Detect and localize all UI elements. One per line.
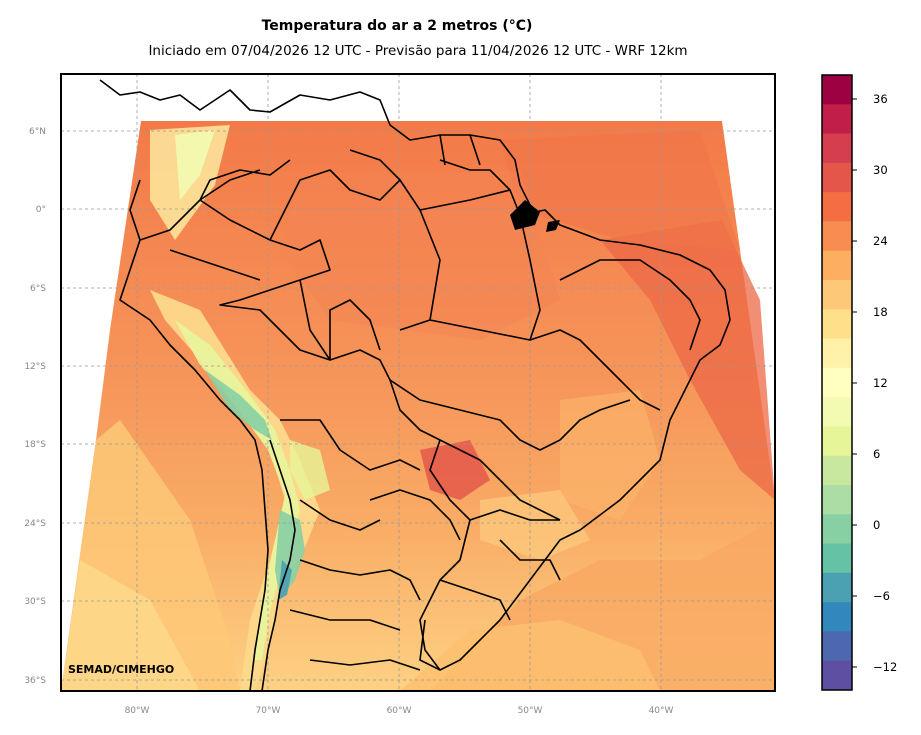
colorbar-tick-label: −6 <box>873 589 890 603</box>
colorbar-tick-label: 36 <box>873 92 888 106</box>
map-title: Temperatura do ar a 2 metros (°C) <box>261 18 533 34</box>
lat-label: 36°S <box>24 676 46 686</box>
colorbar-tick-label: −12 <box>873 660 897 674</box>
map-frame <box>60 73 776 692</box>
colorbar-swatch <box>822 162 852 193</box>
colorbar <box>822 75 852 691</box>
lon-label: 60°W <box>387 706 412 716</box>
temperature-field <box>61 74 775 691</box>
lat-label: 12°S <box>24 362 46 372</box>
colorbar-swatch <box>822 192 852 222</box>
colorbar-tick-label: 6 <box>873 447 880 461</box>
lat-label: 18°S <box>24 440 46 450</box>
lat-label: 0° <box>36 205 46 215</box>
colorbar-tick-label: 30 <box>873 163 888 177</box>
longitude-labels: 80°W 70°W 60°W 50°W 40°W <box>125 706 674 716</box>
colorbar-tick-label: 24 <box>873 234 888 248</box>
lat-label: 6°S <box>30 284 46 294</box>
colorbar-swatch <box>822 602 852 632</box>
latitude-labels: 6°N 0° 6°S 12°S 18°S 24°S 30°S 36°S <box>24 127 46 686</box>
colorbar-tick-label: 12 <box>873 376 888 390</box>
lon-label: 80°W <box>125 706 150 716</box>
colorbar-ticks: 36 30 24 18 12 6 0 −6 −12 <box>852 92 897 674</box>
map-subtitle: Iniciado em 07/04/2026 12 UTC - Previsão… <box>148 43 688 59</box>
lat-label: 24°S <box>24 519 46 529</box>
colorbar-swatch <box>822 426 852 457</box>
colorbar-tick-label: 0 <box>873 518 880 532</box>
gridlines <box>61 74 775 691</box>
lon-label: 50°W <box>518 706 543 716</box>
colorbar-swatch <box>822 250 852 281</box>
colorbar-swatch <box>822 104 852 135</box>
colorbar-swatch <box>822 543 852 574</box>
colorbar-swatch <box>822 309 852 340</box>
colorbar-swatch <box>822 75 852 105</box>
colorbar-swatch <box>822 367 852 398</box>
colorbar-swatch <box>822 631 852 662</box>
colorbar-swatch <box>822 338 852 369</box>
colorbar-swatch <box>822 397 852 427</box>
colorbar-swatch <box>822 485 852 515</box>
credit-label: SEMAD/CIMEHGO <box>68 663 175 676</box>
colorbar-tick-label: 18 <box>873 305 888 319</box>
colorbar-swatch <box>822 221 852 252</box>
lon-label: 40°W <box>649 706 674 716</box>
colorbar-swatch <box>822 660 852 691</box>
colorbar-swatch <box>822 133 852 164</box>
colorbar-swatch <box>822 514 852 545</box>
lat-label: 6°N <box>29 127 46 137</box>
lat-label: 30°S <box>24 597 46 607</box>
country-borders <box>99 79 731 691</box>
colorbar-swatch <box>822 572 852 603</box>
lon-label: 70°W <box>256 706 281 716</box>
colorbar-swatch <box>822 280 852 310</box>
colorbar-swatch <box>822 455 852 486</box>
